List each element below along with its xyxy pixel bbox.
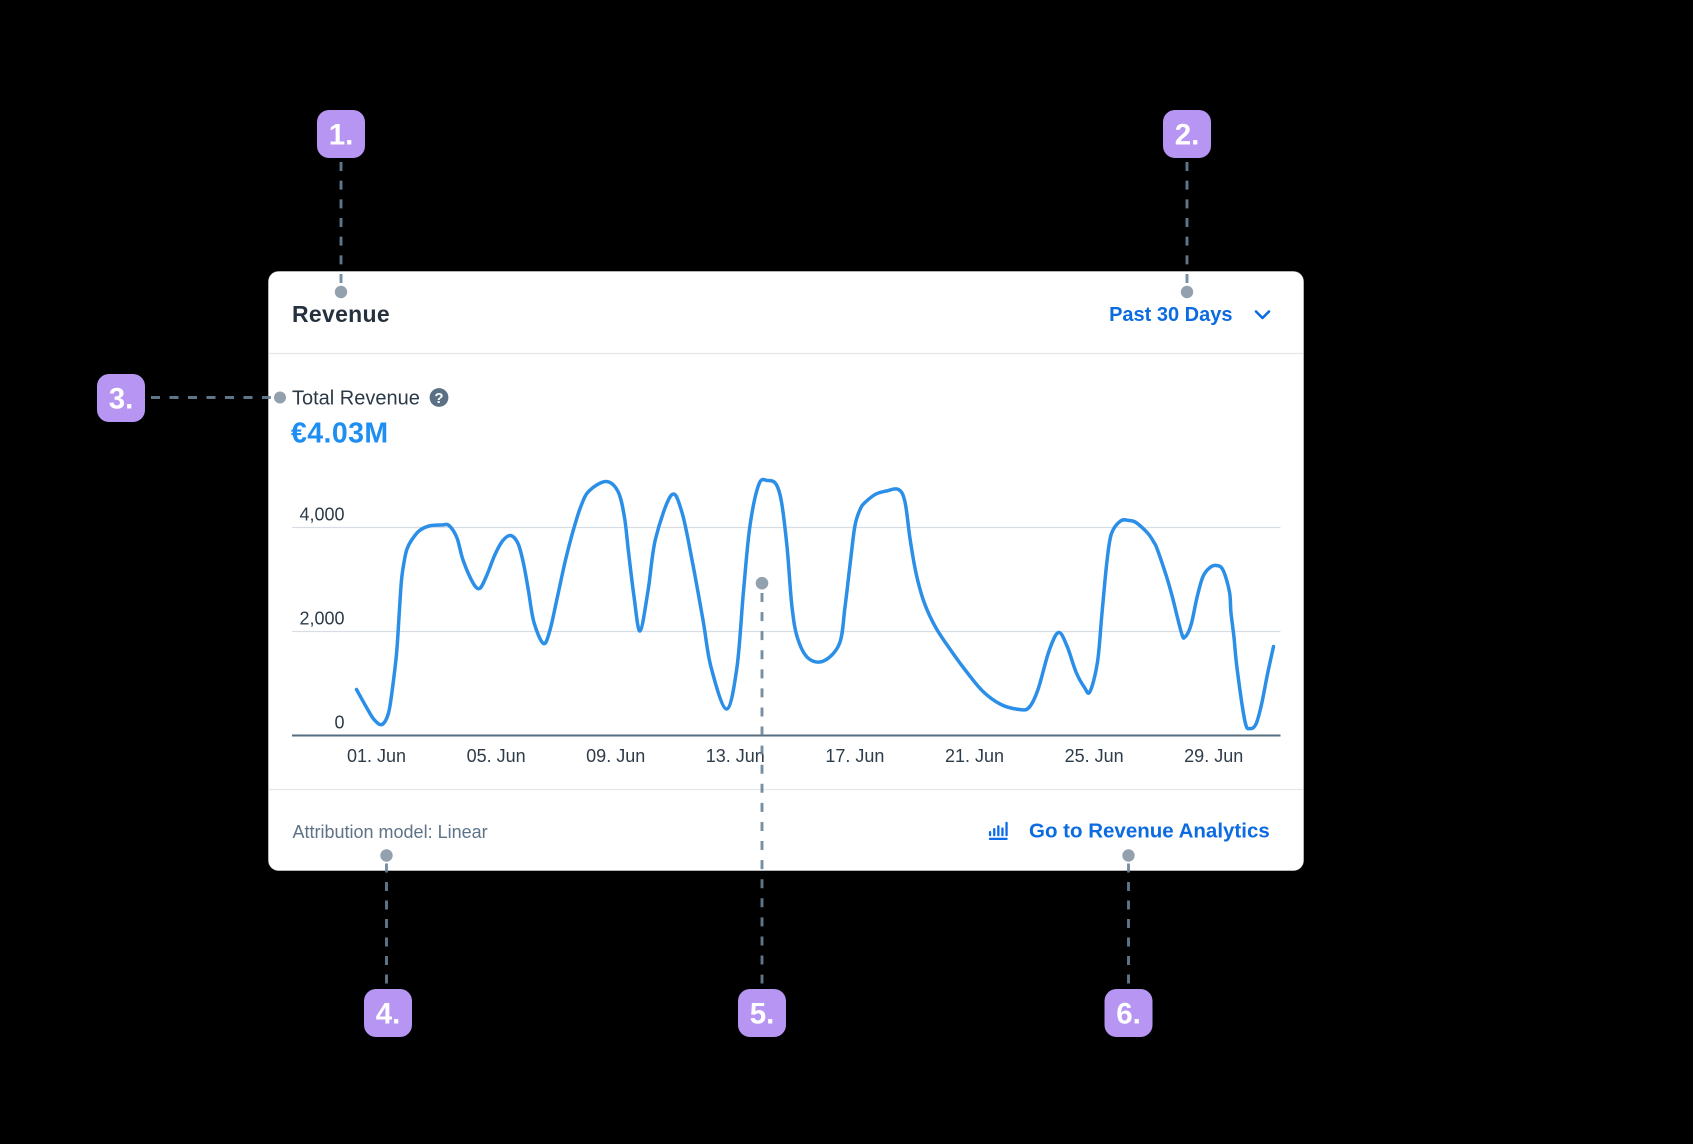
svg-text:€4.03M: €4.03M [291,418,388,450]
svg-text:6.: 6. [1116,998,1141,1031]
svg-text:13. Jun: 13. Jun [706,746,765,766]
svg-text:Total Revenue: Total Revenue [292,388,420,410]
svg-text:01. Jun: 01. Jun [347,746,406,766]
svg-text:Past 30 Days: Past 30 Days [1109,304,1232,326]
svg-text:5.: 5. [750,998,775,1031]
svg-text:21. Jun: 21. Jun [945,746,1004,766]
svg-text:25. Jun: 25. Jun [1065,746,1124,766]
svg-text:17. Jun: 17. Jun [825,746,884,766]
svg-text:4,000: 4,000 [299,505,344,525]
svg-text:Revenue: Revenue [292,301,390,327]
svg-text:1.: 1. [329,119,354,152]
svg-text:05. Jun: 05. Jun [467,746,526,766]
svg-text:29. Jun: 29. Jun [1184,746,1243,766]
svg-text:Attribution model: Linear: Attribution model: Linear [293,822,488,842]
svg-text:?: ? [434,390,443,407]
svg-text:Go to Revenue Analytics: Go to Revenue Analytics [1029,820,1270,843]
svg-text:3.: 3. [109,383,134,416]
svg-text:09. Jun: 09. Jun [586,746,645,766]
svg-text:2.: 2. [1175,119,1200,152]
svg-text:4.: 4. [376,998,401,1031]
svg-text:2,000: 2,000 [299,609,344,629]
svg-text:0: 0 [334,713,344,733]
